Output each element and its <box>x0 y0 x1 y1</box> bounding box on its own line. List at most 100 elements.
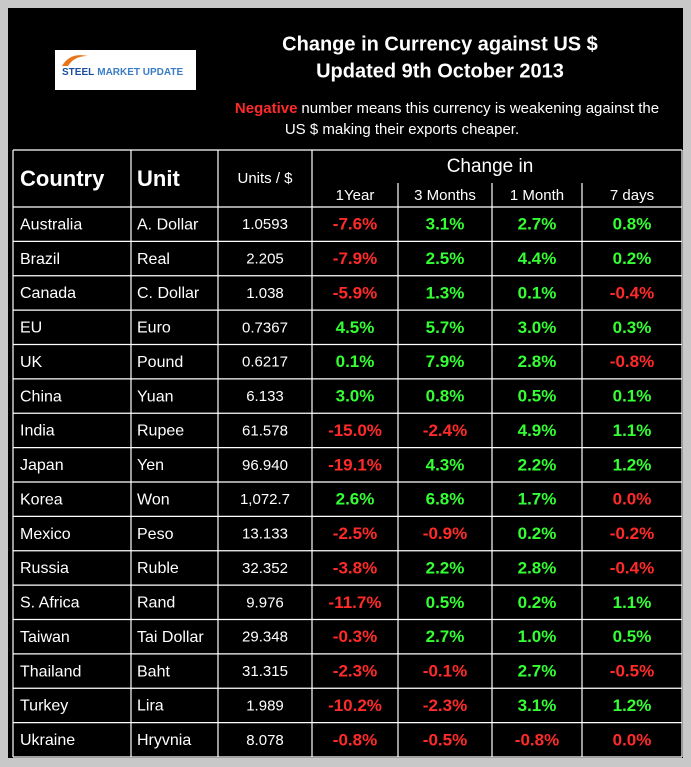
unit: Peso <box>137 526 174 543</box>
change-value: 4.5% <box>336 318 375 337</box>
unit: Lira <box>137 698 164 715</box>
rate: 31.315 <box>242 663 288 680</box>
unit: A. Dollar <box>137 216 199 233</box>
change-value: -0.4% <box>610 283 654 302</box>
rate: 13.133 <box>242 526 288 543</box>
country: Russia <box>20 560 69 577</box>
change-value: -0.9% <box>423 524 467 543</box>
change-value: -0.8% <box>610 352 654 371</box>
change-value: 3.1% <box>518 696 557 715</box>
change-value: -5.9% <box>333 283 377 302</box>
change-value: 0.3% <box>613 318 652 337</box>
change-value: -0.4% <box>610 558 654 577</box>
column-header: 1Year <box>336 187 375 204</box>
rate: 8.078 <box>246 732 284 749</box>
country: Brazil <box>20 251 60 268</box>
rate: 1,072.7 <box>240 491 290 508</box>
change-value: 3.0% <box>518 318 557 337</box>
unit: Rupee <box>137 423 184 440</box>
rate: 2.205 <box>246 251 284 268</box>
rate: 29.348 <box>242 629 288 646</box>
rate: 32.352 <box>242 560 288 577</box>
unit: Tai Dollar <box>137 629 204 646</box>
change-value: 1.1% <box>613 421 652 440</box>
rate: 1.0593 <box>242 216 288 233</box>
logo-swirl <box>62 55 88 66</box>
unit: Pound <box>137 354 183 371</box>
change-value: -2.3% <box>333 662 377 681</box>
change-value: -0.1% <box>423 662 467 681</box>
title: Change in Currency against US $ <box>282 33 598 55</box>
change-value: -2.5% <box>333 524 377 543</box>
change-value: 2.7% <box>518 662 557 681</box>
rate: 0.6217 <box>242 354 288 371</box>
background <box>8 8 683 758</box>
column-header: 1 Month <box>510 187 564 204</box>
change-value: 1.1% <box>613 593 652 612</box>
rate: 1.989 <box>246 697 284 714</box>
change-value: 2.8% <box>518 352 557 371</box>
change-value: 2.6% <box>336 490 375 509</box>
note-text: US $ making their exports cheaper. <box>285 121 519 138</box>
change-value: 2.5% <box>426 249 465 268</box>
column-header: Unit <box>137 166 180 191</box>
change-value: -15.0% <box>328 421 382 440</box>
note-highlight: Negative <box>235 100 298 117</box>
country: Canada <box>20 285 76 302</box>
change-value: -0.8% <box>515 730 559 749</box>
country: UK <box>20 354 43 371</box>
change-value: 1.3% <box>426 283 465 302</box>
country: S. Africa <box>20 595 80 612</box>
change-value: 4.9% <box>518 421 557 440</box>
country: Turkey <box>20 698 68 715</box>
logo: STEEL MARKET UPDATE <box>62 67 183 78</box>
change-value: -7.9% <box>333 249 377 268</box>
country: EU <box>20 320 42 337</box>
change-value: 0.5% <box>426 593 465 612</box>
change-value: 6.8% <box>426 490 465 509</box>
country: Australia <box>20 216 82 233</box>
table-body: 1Year 3 Months 1 Month 7 days Australia A. Do… <box>20 187 654 749</box>
change-value: 2.7% <box>518 215 557 234</box>
column-header: 3 Months <box>414 187 476 204</box>
change-value: 0.2% <box>518 593 557 612</box>
change-value: 4.3% <box>426 455 465 474</box>
column-header: Units / $ <box>237 170 293 187</box>
change-value: 0.1% <box>518 283 557 302</box>
change-value: 2.8% <box>518 558 557 577</box>
change-value: -0.3% <box>333 627 377 646</box>
column-header: Change in <box>447 156 534 177</box>
change-value: 0.2% <box>518 524 557 543</box>
country: India <box>20 423 55 440</box>
change-value: 1.0% <box>518 627 557 646</box>
country: Mexico <box>20 526 71 543</box>
logo-first: STEEL <box>62 67 94 78</box>
change-value: 3.1% <box>426 215 465 234</box>
country: Japan <box>20 457 64 474</box>
change-value: 1.7% <box>518 490 557 509</box>
change-value: -0.5% <box>423 730 467 749</box>
change-value: -19.1% <box>328 455 382 474</box>
change-value: -0.8% <box>333 730 377 749</box>
change-value: 0.8% <box>426 387 465 406</box>
change-value: 0.1% <box>613 387 652 406</box>
rate: 96.940 <box>242 457 288 474</box>
change-value: -10.2% <box>328 696 382 715</box>
unit: Euro <box>137 320 171 337</box>
rate: 61.578 <box>242 422 288 439</box>
country: Taiwan <box>20 629 70 646</box>
change-value: 0.0% <box>613 490 652 509</box>
change-value: 0.8% <box>613 215 652 234</box>
change-value: 1.2% <box>613 455 652 474</box>
change-value: 0.1% <box>336 352 375 371</box>
change-value: 3.0% <box>336 387 375 406</box>
change-value: -0.5% <box>610 662 654 681</box>
unit: Baht <box>137 663 170 680</box>
title: Updated 9th October 2013 <box>316 60 564 82</box>
unit: Ruble <box>137 560 179 577</box>
change-value: 7.9% <box>426 352 465 371</box>
note: Negative number means this currency is we… <box>235 100 659 117</box>
unit: Hryvnia <box>137 732 191 749</box>
unit: Won <box>137 491 170 508</box>
rate: 6.133 <box>246 388 284 405</box>
